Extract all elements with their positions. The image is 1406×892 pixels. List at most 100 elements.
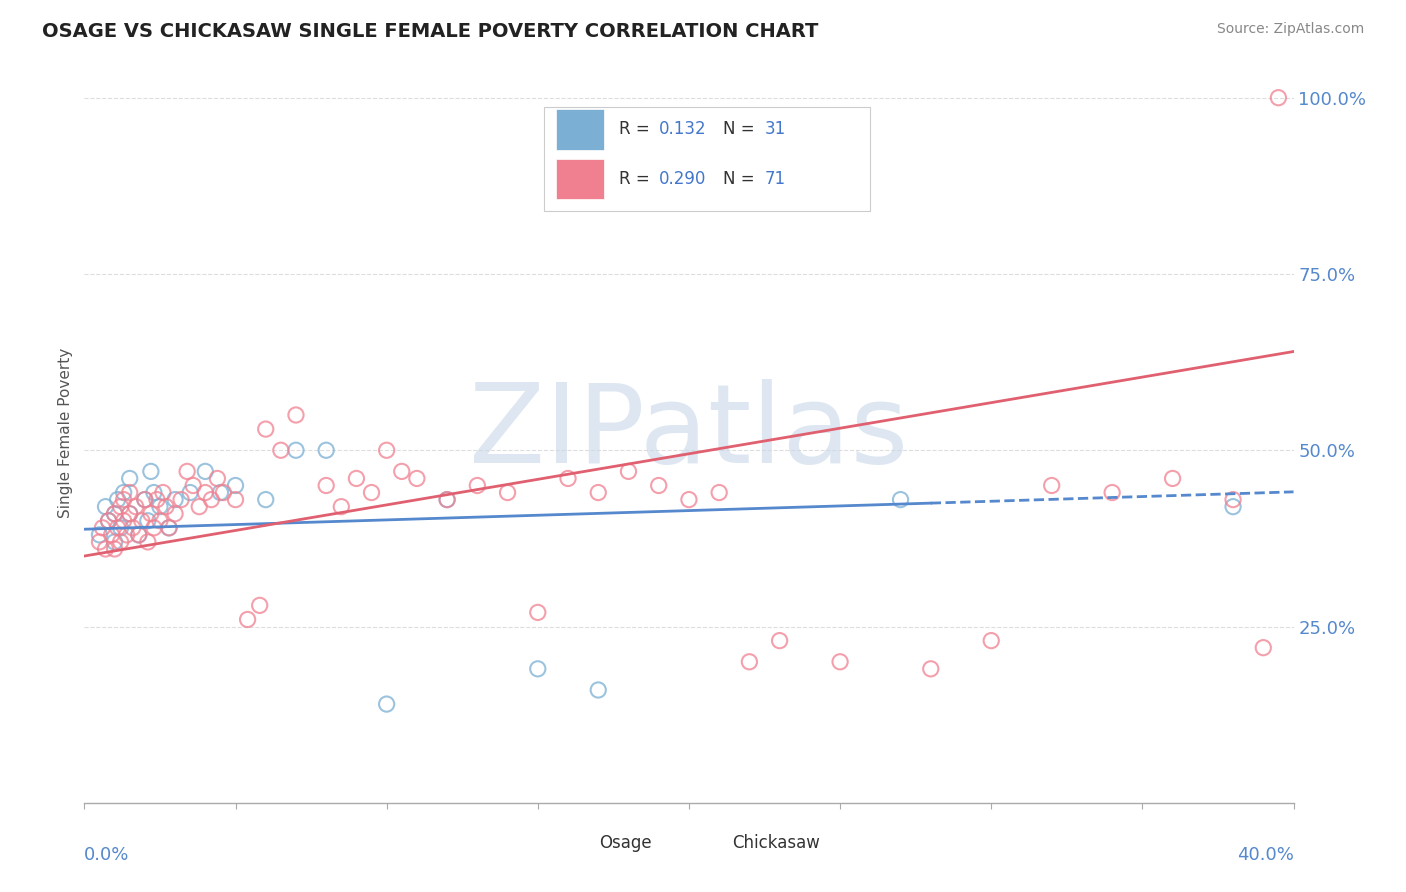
Point bbox=[121, 521, 143, 535]
Point bbox=[194, 485, 217, 500]
FancyBboxPatch shape bbox=[544, 107, 870, 211]
Point bbox=[648, 478, 671, 492]
Text: R =: R = bbox=[619, 170, 655, 188]
Text: OSAGE VS CHICKASAW SINGLE FEMALE POVERTY CORRELATION CHART: OSAGE VS CHICKASAW SINGLE FEMALE POVERTY… bbox=[42, 22, 818, 41]
Point bbox=[527, 662, 550, 676]
Point bbox=[920, 662, 942, 676]
Bar bbox=[555, 159, 605, 200]
Point bbox=[134, 492, 156, 507]
Point bbox=[131, 514, 153, 528]
Bar bbox=[555, 109, 605, 150]
Text: 40.0%: 40.0% bbox=[1237, 846, 1294, 863]
Bar bbox=[568, 831, 595, 855]
Point bbox=[391, 464, 413, 478]
Point bbox=[115, 528, 138, 542]
Point bbox=[157, 521, 180, 535]
Text: 31: 31 bbox=[765, 120, 786, 138]
Point bbox=[496, 485, 519, 500]
Point bbox=[142, 521, 165, 535]
Point bbox=[254, 492, 277, 507]
Point bbox=[830, 655, 852, 669]
Point bbox=[890, 492, 912, 507]
Point bbox=[249, 599, 271, 613]
Text: 0.290: 0.290 bbox=[659, 170, 706, 188]
Point bbox=[136, 535, 159, 549]
Text: 0.132: 0.132 bbox=[659, 120, 706, 138]
Bar bbox=[702, 831, 728, 855]
Point bbox=[136, 514, 159, 528]
Point bbox=[1040, 478, 1063, 492]
Point bbox=[1222, 500, 1244, 514]
Text: N =: N = bbox=[723, 170, 759, 188]
Point bbox=[152, 485, 174, 500]
Point bbox=[588, 683, 610, 698]
Point bbox=[254, 422, 277, 436]
Point bbox=[112, 492, 135, 507]
Point bbox=[149, 514, 172, 528]
Point bbox=[225, 492, 247, 507]
Point bbox=[315, 443, 337, 458]
Point bbox=[194, 464, 217, 478]
Point bbox=[107, 521, 129, 535]
Point bbox=[285, 408, 308, 422]
Y-axis label: Single Female Poverty: Single Female Poverty bbox=[58, 348, 73, 517]
Point bbox=[104, 507, 127, 521]
Point bbox=[738, 655, 761, 669]
Point bbox=[107, 492, 129, 507]
Point bbox=[527, 606, 550, 620]
Point bbox=[142, 485, 165, 500]
Point bbox=[118, 507, 141, 521]
Point bbox=[1253, 640, 1275, 655]
Point bbox=[157, 521, 180, 535]
Point bbox=[112, 514, 135, 528]
Point bbox=[236, 612, 259, 626]
Point bbox=[155, 500, 177, 514]
Point bbox=[406, 471, 429, 485]
Point bbox=[678, 492, 700, 507]
Point bbox=[170, 492, 193, 507]
Point bbox=[181, 478, 204, 492]
Point bbox=[769, 633, 792, 648]
Text: 0.0%: 0.0% bbox=[84, 846, 129, 863]
Point bbox=[139, 464, 162, 478]
Text: Source: ZipAtlas.com: Source: ZipAtlas.com bbox=[1216, 22, 1364, 37]
Point bbox=[285, 443, 308, 458]
Point bbox=[146, 492, 169, 507]
Point bbox=[128, 528, 150, 542]
Point bbox=[91, 521, 114, 535]
Point bbox=[165, 507, 187, 521]
Point bbox=[1267, 91, 1289, 105]
Point bbox=[980, 633, 1002, 648]
Point bbox=[118, 485, 141, 500]
Point bbox=[128, 528, 150, 542]
Point bbox=[436, 492, 458, 507]
Point bbox=[188, 500, 211, 514]
Point bbox=[709, 485, 731, 500]
Point bbox=[375, 697, 398, 711]
Point bbox=[270, 443, 292, 458]
Point bbox=[207, 471, 229, 485]
Point bbox=[225, 478, 247, 492]
Point bbox=[110, 500, 132, 514]
Text: N =: N = bbox=[723, 120, 759, 138]
Text: Chickasaw: Chickasaw bbox=[733, 834, 820, 852]
Point bbox=[125, 500, 148, 514]
Point bbox=[110, 521, 132, 535]
Point bbox=[118, 471, 141, 485]
Point bbox=[360, 485, 382, 500]
Point bbox=[94, 541, 117, 556]
Point bbox=[104, 535, 127, 549]
Point bbox=[104, 541, 127, 556]
Point bbox=[436, 492, 458, 507]
Point bbox=[118, 507, 141, 521]
Point bbox=[179, 485, 201, 500]
Point bbox=[1222, 492, 1244, 507]
Point bbox=[617, 464, 640, 478]
Point bbox=[149, 500, 172, 514]
Point bbox=[104, 507, 127, 521]
Point bbox=[89, 528, 111, 542]
Point bbox=[330, 500, 353, 514]
Point bbox=[315, 478, 337, 492]
Point bbox=[139, 507, 162, 521]
Point bbox=[209, 485, 232, 500]
